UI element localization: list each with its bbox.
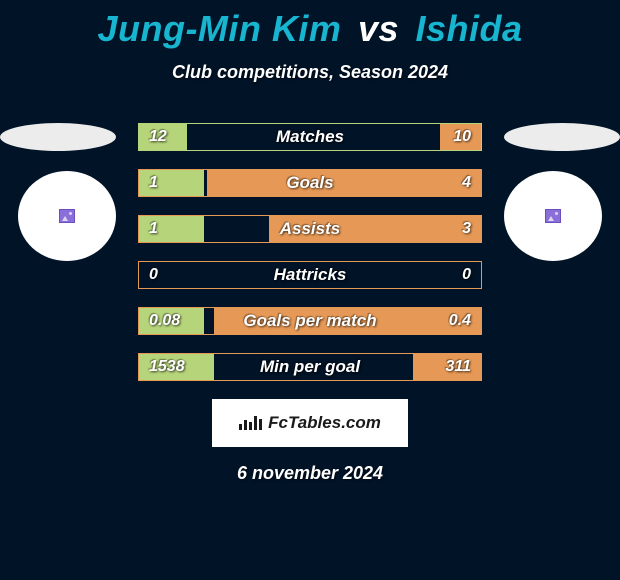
stat-fill-mid [204, 308, 214, 334]
bars-logo-icon [239, 416, 262, 430]
brand-badge: FcTables.com [212, 399, 408, 447]
chart-area: Matches1210 Goals14 Assists13 Hattricks00 Go… [0, 123, 620, 381]
player2-avatar-circle [504, 171, 602, 261]
stat-row: Matches1210 [138, 123, 482, 151]
stat-row: Goals14 [138, 169, 482, 197]
stat-fill-mid [187, 124, 440, 150]
image-placeholder-icon [545, 209, 561, 223]
stat-row: Min per goal1538311 [138, 353, 482, 381]
player2-avatar-group [504, 123, 620, 261]
stat-fill-left [139, 216, 204, 242]
player1-shadow-oval [0, 123, 116, 151]
stat-bars-container: Matches1210 Goals14 Assists13 Hattricks00 Go… [138, 123, 482, 381]
player1-avatar-group [0, 123, 116, 261]
stat-fill-right [440, 124, 481, 150]
stat-row: Hattricks00 [138, 261, 482, 289]
stat-row: Assists13 [138, 215, 482, 243]
stat-fill-right [214, 308, 481, 334]
stat-fill-mid [214, 354, 412, 380]
stat-row: Goals per match0.080.4 [138, 307, 482, 335]
comparison-title: Jung-Min Kim vs Ishida [0, 0, 620, 50]
stat-fill-right [207, 170, 481, 196]
stat-fill-left [139, 354, 214, 380]
stat-fill-right [413, 354, 481, 380]
subtitle: Club competitions, Season 2024 [0, 62, 620, 83]
vs-text: vs [358, 8, 399, 49]
player2-name: Ishida [416, 8, 523, 49]
stat-fill-mid [204, 216, 269, 242]
image-placeholder-icon [59, 209, 75, 223]
stat-fill-left [139, 308, 204, 334]
stat-fill-left [139, 124, 187, 150]
player1-name: Jung-Min Kim [97, 8, 341, 49]
date-text: 6 november 2024 [0, 463, 620, 484]
stat-fill-right [269, 216, 481, 242]
player2-shadow-oval [504, 123, 620, 151]
stat-fill-mid [139, 262, 481, 288]
brand-text: FcTables.com [268, 413, 381, 433]
stat-fill-left [139, 170, 204, 196]
player1-avatar-circle [18, 171, 116, 261]
